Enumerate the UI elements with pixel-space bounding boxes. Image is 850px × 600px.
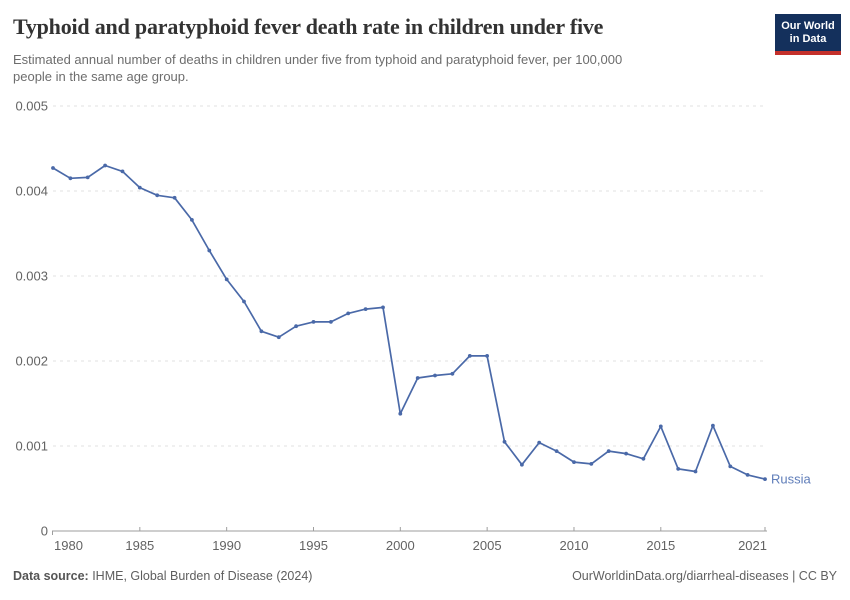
data-point bbox=[641, 456, 646, 461]
x-axis-tick-label: 2021 bbox=[738, 538, 767, 553]
data-point bbox=[224, 277, 229, 282]
data-point bbox=[172, 195, 177, 200]
owid-logo-red-bar bbox=[775, 51, 841, 55]
data-source-text: IHME, Global Burden of Disease (2024) bbox=[88, 569, 313, 583]
data-point bbox=[103, 163, 107, 168]
data-point bbox=[693, 469, 698, 474]
data-point bbox=[363, 307, 368, 311]
data-point bbox=[276, 335, 281, 340]
y-axis-tick-label: 0.004 bbox=[15, 184, 48, 199]
data-point bbox=[763, 477, 767, 481]
data-point bbox=[259, 329, 264, 334]
data-point bbox=[606, 449, 611, 453]
credit-note: OurWorldinData.org/diarrheal-diseases | … bbox=[572, 569, 837, 583]
data-line bbox=[52, 164, 766, 480]
x-axis-tick-label: 2000 bbox=[386, 538, 415, 553]
data-point bbox=[572, 460, 576, 464]
data-point bbox=[537, 440, 542, 445]
data-point bbox=[658, 424, 663, 429]
chart-subtitle-line-1: Estimated annual number of deaths in chi… bbox=[13, 52, 623, 67]
data-point bbox=[311, 320, 316, 324]
data-point bbox=[329, 320, 333, 324]
series-label: Russia bbox=[771, 472, 812, 487]
data-point bbox=[433, 373, 437, 378]
data-point bbox=[120, 169, 125, 174]
data-point bbox=[624, 451, 628, 456]
data-point bbox=[502, 439, 507, 444]
data-point bbox=[520, 462, 524, 467]
data-source-label: Data source: bbox=[13, 569, 89, 583]
x-axis-tick-label: 2015 bbox=[646, 538, 675, 553]
x-axis-tick-label: 1980 bbox=[54, 538, 83, 553]
data-point bbox=[294, 324, 298, 329]
x-axis-tick-label: 1990 bbox=[212, 538, 241, 553]
y-axis-tick-label: 0.002 bbox=[15, 354, 48, 369]
y-axis-tick-label: 0 bbox=[41, 524, 48, 539]
chart-subtitle: Estimated annual number of deaths in chi… bbox=[13, 51, 773, 85]
data-point bbox=[711, 423, 715, 428]
data-point bbox=[450, 371, 455, 376]
data-point bbox=[51, 166, 55, 170]
owid-logo: Our World in Data bbox=[775, 14, 841, 55]
y-axis-tick-label: 0.005 bbox=[15, 99, 48, 114]
y-axis-tick-label: 0.001 bbox=[15, 439, 48, 454]
data-point bbox=[728, 464, 733, 469]
x-axis-tick-label: 2005 bbox=[473, 538, 502, 553]
x-axis-tick-label: 1995 bbox=[299, 538, 328, 553]
data-point bbox=[745, 473, 750, 477]
data-source-note: Data source: IHME, Global Burden of Dise… bbox=[13, 569, 312, 583]
data-point bbox=[415, 376, 420, 380]
page-title: Typhoid and paratyphoid fever death rate… bbox=[13, 14, 604, 39]
chart-subtitle-line-2: people in the same age group. bbox=[13, 69, 189, 84]
data-point bbox=[242, 299, 246, 304]
data-point bbox=[137, 185, 142, 190]
data-point bbox=[589, 462, 594, 466]
data-point bbox=[207, 248, 212, 253]
y-axis-tick-label: 0.003 bbox=[15, 269, 48, 284]
owid-logo-line-2: in Data bbox=[789, 33, 827, 45]
owid-logo-line-1: Our World bbox=[781, 20, 835, 32]
owid-logo-text: Our World in Data bbox=[775, 14, 841, 51]
data-point bbox=[467, 354, 472, 358]
x-axis-tick-label: 2010 bbox=[560, 538, 589, 553]
data-point bbox=[155, 193, 160, 198]
data-point bbox=[190, 218, 194, 222]
data-point bbox=[346, 311, 351, 316]
data-point bbox=[381, 305, 385, 310]
data-point bbox=[85, 175, 90, 180]
data-point bbox=[68, 176, 73, 181]
x-axis-tick-label: 1985 bbox=[125, 538, 154, 553]
data-point bbox=[676, 467, 681, 471]
data-point bbox=[485, 354, 489, 358]
data-point bbox=[554, 449, 559, 453]
data-point bbox=[398, 411, 403, 416]
